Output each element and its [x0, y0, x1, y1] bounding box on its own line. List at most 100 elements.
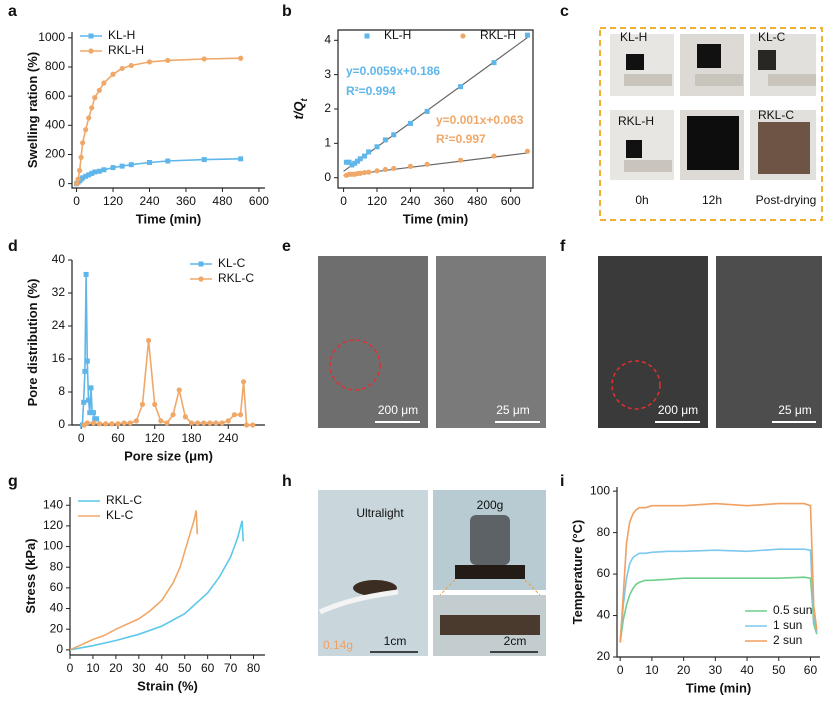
photo-label: 1cm [384, 634, 407, 648]
marker [103, 421, 109, 427]
y-tick-label: 60 [597, 566, 611, 580]
photo-label: 0.14g [323, 638, 353, 652]
marker [139, 401, 146, 407]
legend-label: RKL-H [108, 43, 144, 57]
y-tick-label: 4 [324, 32, 331, 46]
axis [69, 497, 265, 656]
marker [170, 412, 176, 418]
x-tick-label: 40 [155, 661, 169, 675]
series-line [619, 576, 818, 643]
marker [133, 418, 139, 424]
marker [75, 176, 81, 182]
marker [182, 414, 188, 420]
marker [128, 62, 134, 69]
y-tick-label: 20 [50, 621, 64, 635]
y-axis-label: Stress (kPa) [23, 538, 38, 613]
column-label: Post-drying [756, 193, 817, 207]
y-tick-label: 1000 [38, 30, 65, 44]
x-tick-label: 0 [73, 194, 80, 208]
scale-label: 25 μm [496, 403, 530, 417]
legend-marker [198, 276, 204, 282]
y-tick-label: 24 [52, 318, 66, 332]
marker [152, 401, 158, 407]
marker [94, 416, 100, 422]
ruler [624, 74, 672, 86]
marker [96, 168, 102, 174]
marker [207, 420, 213, 426]
photos-h [318, 490, 546, 656]
marker [357, 156, 363, 162]
x-tick-label: 30 [709, 663, 723, 677]
sample [455, 565, 525, 579]
marker [374, 168, 380, 174]
y-axis-label: Pore distribution (%) [25, 279, 40, 407]
photo-label: RKL-C [758, 108, 794, 122]
y-tick-label: 0 [58, 417, 65, 431]
annotation: R²=0.994 [346, 84, 396, 98]
panel-label: b [282, 3, 292, 20]
sem-images [318, 256, 822, 428]
legend-label: RKL-C [218, 271, 254, 285]
marker [83, 271, 89, 277]
annotation: y=0.001x+0.063 [436, 113, 524, 127]
ruler [695, 74, 743, 86]
marker [78, 154, 84, 160]
marker [352, 160, 358, 166]
marker [391, 165, 397, 172]
chart: 0 120 240 360 480 600 0 200 400 600 800 1000 Time (m… [25, 28, 269, 226]
marker [355, 158, 360, 164]
series-line [69, 510, 199, 651]
column-label: 12h [702, 193, 722, 207]
x-tick-label: 80 [247, 661, 261, 675]
marker [374, 144, 380, 150]
photo-label: KL-C [758, 30, 786, 44]
marker [201, 420, 207, 426]
y-tick-label: 800 [45, 59, 65, 73]
marker [491, 60, 497, 66]
y-axis-label-main: Pore distribution (%) [25, 279, 40, 407]
sample [440, 615, 540, 635]
highlight [329, 339, 381, 391]
x-axis-label: Time (min) [686, 680, 752, 695]
axis [337, 29, 534, 189]
y-tick-label: 100 [43, 539, 63, 553]
weight [470, 515, 510, 565]
column-label: 0h [635, 193, 648, 207]
marker [424, 108, 430, 114]
x-tick-label: 240 [139, 194, 159, 208]
marker [238, 156, 244, 162]
scale-label: 200 μm [658, 403, 698, 417]
marker [84, 358, 90, 364]
photo-label: KL-H [620, 30, 647, 44]
photo-label: 200g [477, 498, 504, 512]
y-tick-label: 2 [324, 101, 331, 115]
marker [176, 387, 182, 393]
frame-c [599, 27, 823, 221]
marker [366, 149, 372, 155]
marker [109, 421, 115, 427]
y-axis-label: Swelling ration (%) [25, 52, 40, 168]
panel-label: g [8, 473, 18, 490]
x-tick-label: 0 [78, 431, 85, 445]
annotation: y=0.0059x+0.186 [346, 64, 440, 78]
ruler [768, 74, 816, 86]
marker [115, 421, 121, 427]
marker [524, 32, 530, 38]
marker [346, 159, 352, 165]
sem-image [716, 256, 822, 428]
y-tick-label: 1 [324, 136, 331, 150]
marker [121, 420, 127, 426]
chart: 0 10 20 30 40 50 60 70 80 0 20 40 60 80 100 120 140 Strai… [23, 493, 265, 693]
marker [110, 165, 116, 171]
marker [349, 162, 355, 168]
photo-label: Ultralight [356, 506, 404, 520]
x-tick-label: 30 [132, 661, 146, 675]
y-tick-label: 40 [52, 252, 66, 266]
legend-label: 1 sun [773, 618, 802, 632]
sample [626, 140, 642, 158]
marker [90, 420, 97, 426]
marker [361, 169, 368, 176]
marker [128, 162, 134, 168]
marker [165, 158, 171, 164]
y-axis-label-main: Stress (kPa) [23, 538, 38, 613]
